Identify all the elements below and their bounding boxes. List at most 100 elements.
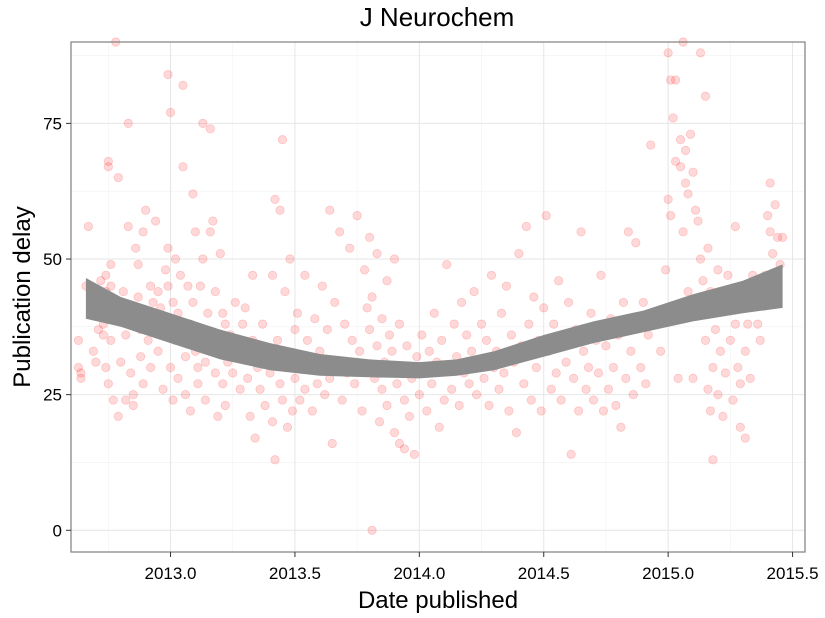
data-point — [521, 221, 531, 232]
data-point — [359, 265, 370, 275]
data-point — [364, 232, 375, 242]
data-point — [320, 390, 330, 400]
plot-panel — [71, 42, 805, 552]
data-point — [235, 384, 245, 394]
data-point — [270, 194, 280, 204]
data-point — [661, 265, 671, 275]
data-point — [337, 395, 347, 405]
data-point — [427, 379, 437, 389]
data-point — [539, 303, 549, 313]
data-point — [524, 319, 534, 329]
data-point — [322, 324, 332, 335]
data-point — [666, 75, 676, 85]
data-point — [335, 227, 345, 237]
x-tick-label: 2014.5 — [518, 564, 570, 583]
data-point — [623, 227, 633, 237]
y-tick-label: 50 — [43, 250, 62, 269]
data-point — [531, 362, 541, 373]
data-point — [345, 243, 355, 253]
data-point — [392, 379, 402, 389]
data-point — [588, 395, 599, 405]
data-point — [121, 330, 131, 340]
data-point — [384, 330, 395, 340]
data-point — [198, 254, 208, 264]
data-point — [205, 227, 215, 237]
data-point — [153, 346, 163, 356]
y-axis-title: Publication delay — [9, 206, 36, 387]
data-point — [683, 286, 693, 297]
data-point — [698, 276, 708, 286]
data-point — [357, 406, 367, 416]
data-point — [628, 390, 638, 400]
data-point — [218, 379, 228, 389]
data-point — [198, 118, 208, 128]
data-point — [282, 422, 293, 432]
data-point — [300, 270, 310, 280]
data-point — [404, 411, 414, 421]
data-point — [564, 297, 574, 308]
data-point — [429, 308, 439, 318]
data-point — [693, 216, 703, 226]
data-point — [165, 362, 176, 373]
data-point — [377, 384, 387, 394]
data-point — [168, 297, 178, 308]
data-point — [519, 379, 529, 389]
data-point — [210, 286, 220, 297]
data-point — [578, 346, 589, 356]
smooth-band-layer — [85, 264, 783, 379]
y-tick-label: 75 — [43, 114, 62, 133]
data-point — [193, 379, 203, 389]
data-point — [690, 205, 701, 215]
data-point — [138, 379, 148, 389]
data-point — [290, 373, 300, 383]
data-point — [603, 384, 614, 394]
data-point — [601, 341, 611, 351]
data-point — [372, 248, 382, 259]
data-point — [220, 400, 230, 411]
data-point — [541, 211, 551, 221]
data-point — [514, 248, 524, 259]
data-point — [148, 297, 158, 308]
data-point — [703, 243, 713, 253]
data-point — [715, 346, 726, 356]
data-point — [569, 373, 579, 383]
data-point — [96, 276, 106, 286]
data-point — [200, 395, 210, 405]
data-point — [193, 362, 203, 373]
data-point — [138, 227, 148, 237]
data-point — [73, 362, 84, 373]
smooth-confidence-band — [85, 264, 783, 379]
data-point — [310, 314, 320, 324]
data-point — [551, 368, 561, 378]
data-point — [476, 319, 487, 329]
data-point — [248, 270, 258, 280]
data-point — [118, 286, 128, 297]
data-point — [586, 308, 596, 318]
data-point — [106, 281, 116, 291]
data-point — [573, 406, 584, 416]
data-point — [422, 406, 432, 416]
data-point — [598, 406, 609, 416]
data-point — [755, 335, 765, 346]
data-point — [352, 211, 362, 221]
data-point — [141, 205, 151, 215]
data-point — [439, 395, 449, 405]
data-point — [414, 390, 424, 400]
data-point — [504, 406, 514, 416]
data-point — [464, 379, 474, 389]
data-point — [561, 357, 571, 367]
data-point — [250, 433, 260, 443]
data-point — [175, 270, 186, 280]
data-point — [372, 341, 382, 351]
data-point — [113, 411, 123, 421]
data-point — [243, 373, 253, 383]
data-point — [671, 75, 681, 85]
data-point — [643, 330, 653, 340]
data-point — [178, 80, 188, 91]
data-point — [680, 145, 691, 156]
data-point — [434, 422, 444, 432]
data-point — [656, 346, 666, 356]
data-point — [549, 319, 559, 329]
data-point — [394, 319, 405, 329]
data-point — [285, 254, 295, 264]
